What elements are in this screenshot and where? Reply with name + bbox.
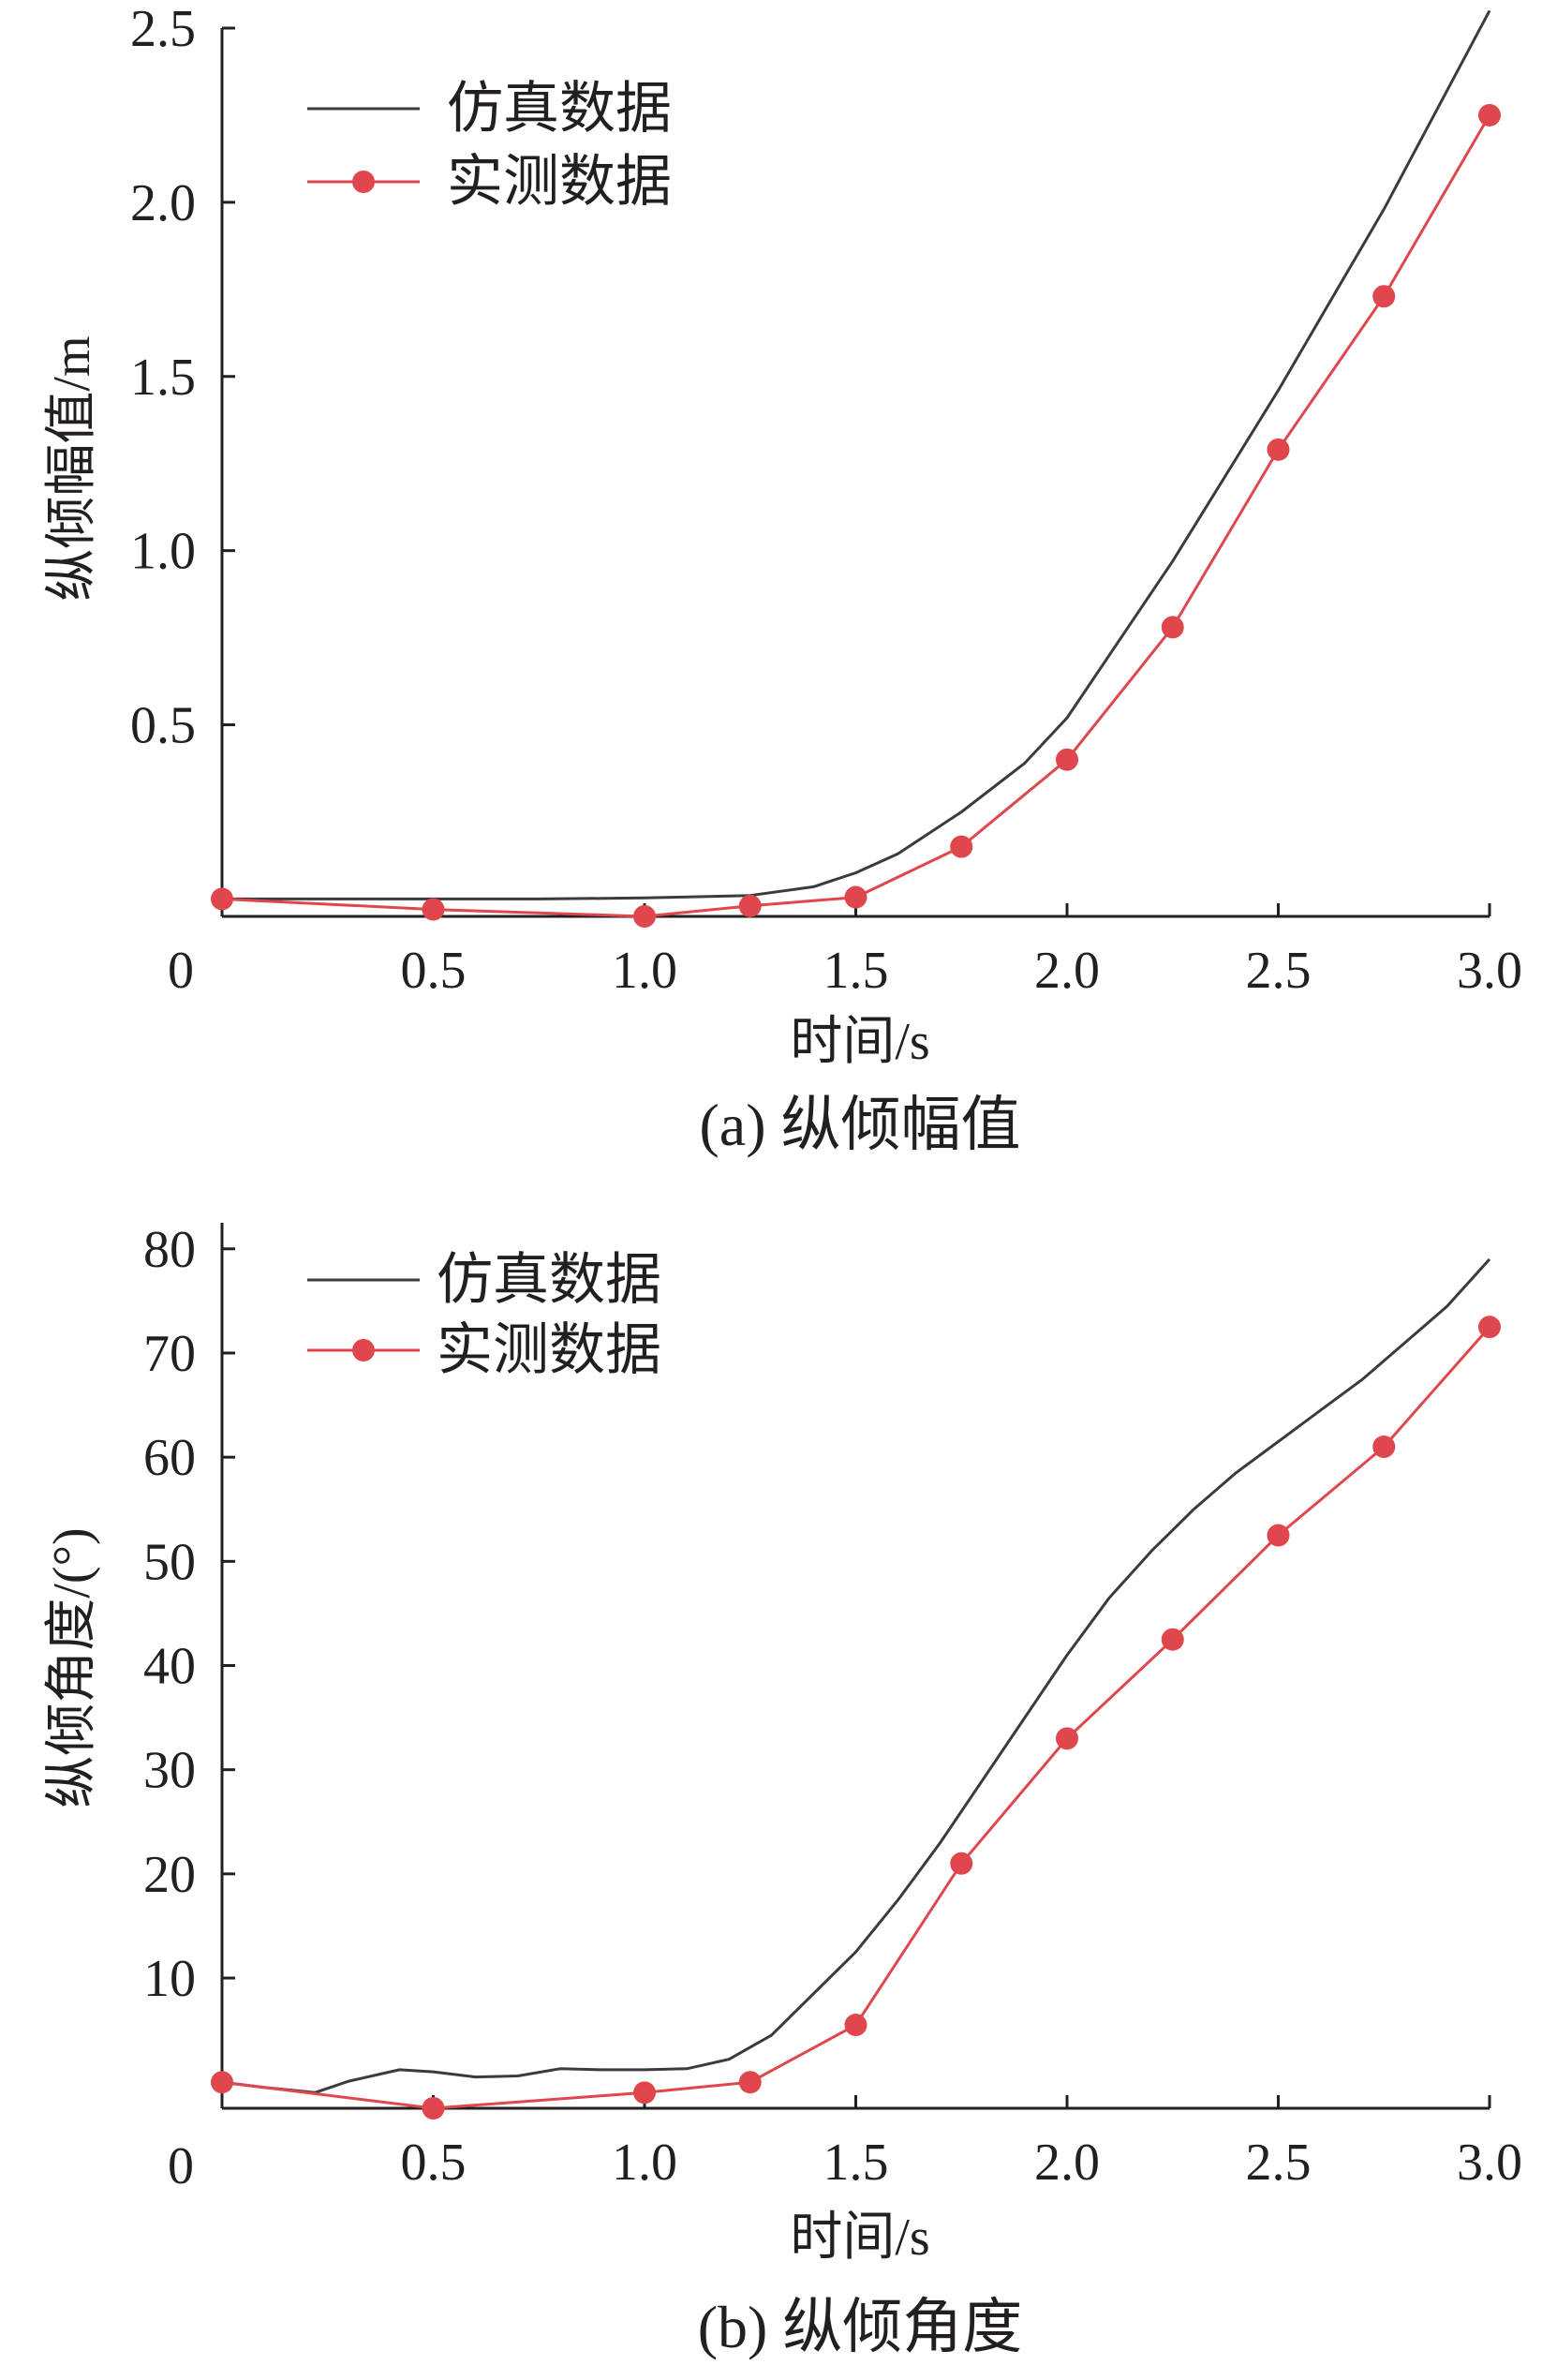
y-tick-label: 2.5 xyxy=(130,0,196,58)
data-point-meas xyxy=(1267,438,1290,461)
y-axis-label: 纵倾角度/(°) xyxy=(43,1527,101,1807)
data-point-meas xyxy=(633,905,656,928)
series-line-sim xyxy=(221,1257,1491,2094)
data-point-meas xyxy=(1161,616,1184,639)
x-tick-label: 3.0 xyxy=(1457,942,1522,1000)
x-axis-label: 时间/s xyxy=(790,1013,929,1071)
data-point-meas xyxy=(950,835,973,858)
data-point-meas xyxy=(422,2097,445,2120)
x-tick-label: 2.0 xyxy=(1034,2134,1100,2192)
data-point-meas xyxy=(633,2081,656,2105)
panel-caption: (a) 纵倾幅值 xyxy=(699,1092,1020,1158)
data-point-meas xyxy=(844,885,867,909)
legend-label-meas: 实测数据 xyxy=(437,1319,661,1381)
y-tick-label: 30 xyxy=(143,1742,196,1800)
x-axis-label: 时间/s xyxy=(790,2209,929,2267)
y-tick-label: 2.0 xyxy=(130,174,196,232)
panel-a-trim-amplitude: 0.5 1.0 1.5 2.0 2.5 3.0 0.5 1.0 1.5 2.0 2.5 0 时间/… xyxy=(43,0,1522,1158)
data-point-meas xyxy=(1056,748,1078,771)
y-tick-label: 80 xyxy=(143,1221,196,1279)
x-tick-label: 3.0 xyxy=(1457,2134,1522,2192)
legend: 仿真数据 实测数据 xyxy=(307,78,672,213)
panel-caption: (b) 纵倾角度 xyxy=(698,2294,1023,2360)
x-tick-label: 1.5 xyxy=(823,2134,889,2192)
y-tick-label: 20 xyxy=(143,1846,196,1904)
x-tick-label: 1.0 xyxy=(612,942,677,1000)
data-point-meas xyxy=(211,2071,233,2094)
x-tick-label: 1.5 xyxy=(823,942,889,1000)
legend-marker-meas xyxy=(352,1339,375,1361)
series-line-meas xyxy=(221,1326,1491,2110)
data-point-meas xyxy=(1161,1628,1184,1651)
data-point-meas xyxy=(1372,1435,1396,1459)
y-tick-label: 1.5 xyxy=(130,349,196,407)
y-tick-label: 50 xyxy=(143,1533,196,1591)
y-tick-label: 40 xyxy=(143,1638,196,1696)
y-tick-label: 70 xyxy=(143,1325,196,1383)
x-tick-label: 2.5 xyxy=(1246,2134,1312,2192)
data-point-meas xyxy=(1372,285,1396,308)
series-line-meas xyxy=(221,114,1491,918)
data-point-meas xyxy=(844,2014,867,2037)
y-tick-label: 1.0 xyxy=(130,523,196,581)
legend-label-sim: 仿真数据 xyxy=(447,78,672,140)
origin-label: 0 xyxy=(168,942,194,1000)
y-tick-label: 0.5 xyxy=(130,697,196,755)
data-point-meas xyxy=(1267,1524,1290,1547)
x-tick-label: 2.0 xyxy=(1034,942,1100,1000)
series-layer xyxy=(211,1257,1501,2120)
x-ticks: 0.5 1.0 1.5 2.0 2.5 3.0 xyxy=(401,2095,1522,2192)
legend-marker-meas xyxy=(352,171,375,193)
data-point-meas xyxy=(1056,1727,1078,1750)
series-line-sim xyxy=(222,9,1491,900)
data-point-meas xyxy=(1478,1316,1501,1339)
y-tick-label: 10 xyxy=(143,1950,196,2008)
x-tick-label: 0.5 xyxy=(401,2134,467,2192)
series-layer xyxy=(211,9,1501,928)
panel-b-trim-angle: 0.5 1.0 1.5 2.0 2.5 3.0 10 20 30 40 50 60 70 80 0 时间… xyxy=(43,1221,1522,2360)
data-point-meas xyxy=(1478,103,1501,126)
y-tick-label: 60 xyxy=(143,1429,196,1487)
y-ticks: 10 20 30 40 50 60 70 80 xyxy=(143,1221,235,2008)
y-axis-label: 纵倾幅值/m xyxy=(43,335,101,601)
data-point-meas xyxy=(738,894,762,917)
legend-label-meas: 实测数据 xyxy=(447,151,672,213)
legend: 仿真数据 实测数据 xyxy=(307,1249,661,1381)
x-tick-label: 0.5 xyxy=(401,942,467,1000)
data-point-meas xyxy=(211,887,233,911)
x-ticks: 0.5 1.0 1.5 2.0 2.5 3.0 xyxy=(401,903,1522,1000)
data-point-meas xyxy=(422,898,445,921)
x-tick-label: 2.5 xyxy=(1246,942,1312,1000)
legend-label-sim: 仿真数据 xyxy=(437,1249,661,1311)
x-tick-label: 1.0 xyxy=(612,2134,677,2192)
y-ticks: 0.5 1.0 1.5 2.0 2.5 xyxy=(130,0,235,755)
data-point-meas xyxy=(950,1852,973,1875)
data-point-meas xyxy=(738,2071,762,2094)
origin-label: 0 xyxy=(168,2137,194,2195)
